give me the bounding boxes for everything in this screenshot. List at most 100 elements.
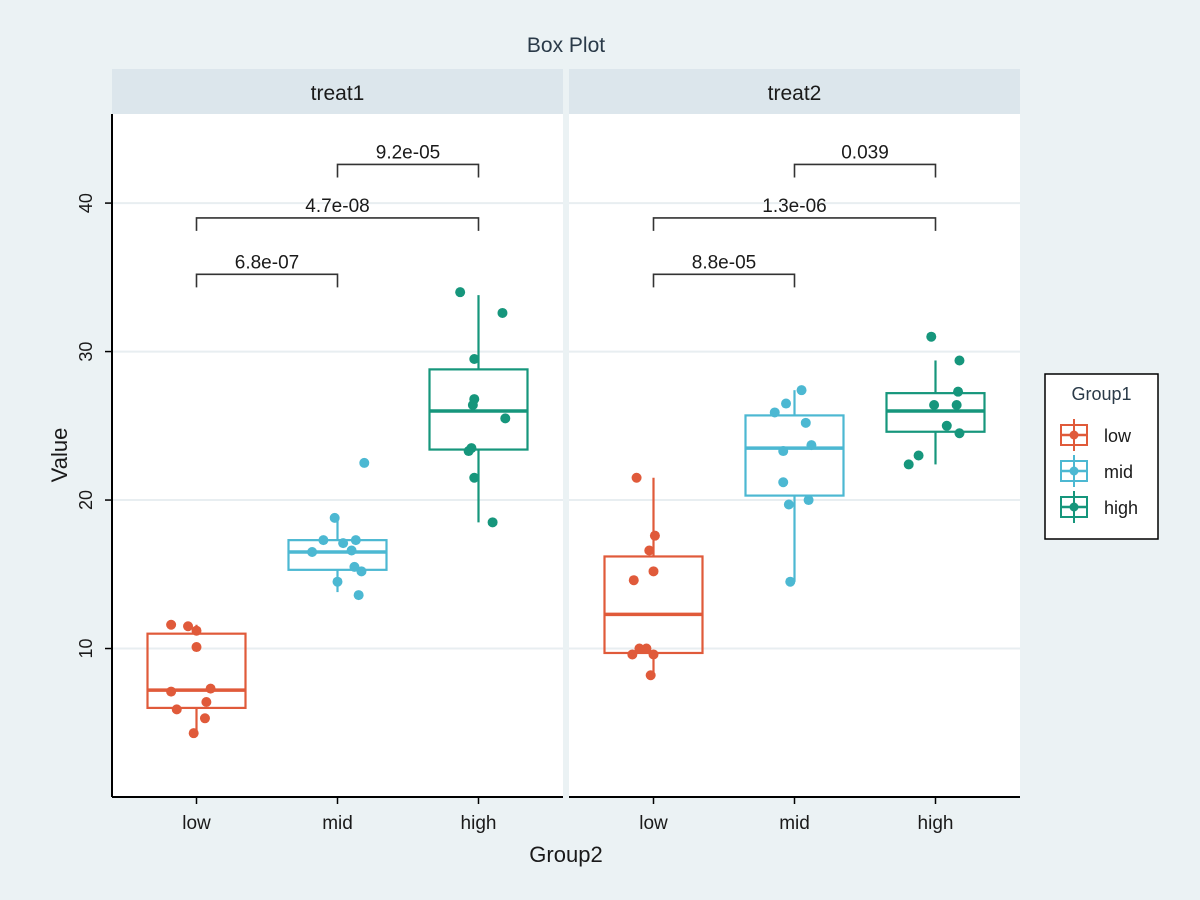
data-point <box>903 459 914 470</box>
box-low <box>603 472 704 681</box>
facet-strip <box>569 69 1020 114</box>
data-point <box>954 355 965 366</box>
data-point <box>641 643 652 654</box>
box-low <box>146 619 247 739</box>
x-tick-label: high <box>461 813 497 834</box>
x-tick-label: mid <box>779 813 810 834</box>
facet-strip-label: treat1 <box>311 82 365 105</box>
box-mid <box>287 457 388 601</box>
data-point <box>199 713 210 724</box>
legend-label: high <box>1104 498 1138 518</box>
data-point <box>201 696 212 707</box>
data-point <box>941 420 952 431</box>
p-value-label: 8.8e-05 <box>692 252 756 273</box>
p-value-label: 9.2e-05 <box>376 142 440 163</box>
box-high <box>428 287 529 528</box>
bracket-line <box>652 273 796 288</box>
legend-label: low <box>1104 426 1132 446</box>
data-point <box>171 704 182 715</box>
box-high <box>885 331 986 470</box>
data-point <box>628 575 639 586</box>
x-tick-label: mid <box>322 813 353 834</box>
data-point <box>455 287 466 298</box>
x-axis-label: Group2 <box>529 842 602 867</box>
box-iqr <box>287 539 388 571</box>
p-value-label: 6.8e-07 <box>235 252 299 273</box>
data-point <box>783 499 794 510</box>
y-tick-label: 30 <box>76 342 96 362</box>
data-point <box>356 566 367 577</box>
panel-treat2: treat2 low mid high 8.8e-05 1.3e-06 0.039 <box>569 69 1020 834</box>
legend-key-point <box>1069 502 1079 512</box>
data-point <box>469 353 480 364</box>
data-point <box>205 683 216 694</box>
data-point <box>778 446 789 457</box>
bracket-line <box>195 273 339 288</box>
data-point <box>469 472 480 483</box>
data-point <box>648 649 659 660</box>
panel-treat1: treat1 10 20 30 40 low mid high 6.8e-07 4.7e-08 9.… <box>76 69 563 834</box>
significance-bracket: 8.8e-05 <box>652 252 796 288</box>
data-point <box>778 477 789 488</box>
data-point <box>645 670 656 681</box>
panel-background <box>569 114 1020 797</box>
legend-title: Group1 <box>1071 384 1131 404</box>
legend-entry-low: low <box>1060 419 1132 451</box>
x-tick-label: low <box>182 813 211 834</box>
significance-bracket: 0.039 <box>793 142 937 178</box>
p-value-label: 1.3e-06 <box>762 196 826 217</box>
data-point <box>913 450 924 461</box>
data-point <box>350 535 361 546</box>
data-point <box>332 576 343 587</box>
data-point <box>796 385 807 396</box>
legend-entry-mid: mid <box>1060 455 1133 487</box>
legend-key-point <box>1069 430 1079 440</box>
data-point <box>785 576 796 587</box>
y-axis-label: Value <box>47 428 72 483</box>
chart-title: Box Plot <box>527 34 605 57</box>
data-point <box>307 547 318 558</box>
data-point <box>627 649 638 660</box>
data-point <box>497 307 508 318</box>
data-point <box>644 545 655 556</box>
bracket-line <box>793 163 937 178</box>
data-point <box>191 642 202 653</box>
panel-background <box>112 114 563 797</box>
facet-strip-label: treat2 <box>768 82 822 105</box>
data-point <box>649 530 660 541</box>
data-point <box>803 495 814 506</box>
data-point <box>487 517 498 528</box>
data-point <box>953 386 964 397</box>
data-point <box>634 643 645 654</box>
bracket-line <box>652 217 937 231</box>
facet-strip <box>112 69 563 114</box>
data-point <box>338 538 349 549</box>
data-point <box>951 400 962 411</box>
data-point <box>769 407 780 418</box>
legend-entry-high: high <box>1060 491 1138 523</box>
data-point <box>467 400 478 411</box>
y-tick-label: 20 <box>76 490 96 510</box>
data-point <box>166 686 177 697</box>
data-point <box>781 398 792 409</box>
bracket-line <box>195 217 480 231</box>
data-point <box>318 535 329 546</box>
data-point <box>463 446 474 457</box>
data-point <box>359 457 370 468</box>
significance-bracket: 6.8e-07 <box>195 252 339 288</box>
box-mid <box>744 385 845 587</box>
y-tick-label: 10 <box>76 639 96 659</box>
significance-bracket: 9.2e-05 <box>336 142 480 178</box>
data-point <box>631 472 642 483</box>
data-point <box>806 440 817 451</box>
data-point <box>188 728 199 739</box>
data-point <box>648 566 659 577</box>
data-point <box>954 428 965 439</box>
data-point <box>929 400 940 411</box>
facet-panels: treat1 10 20 30 40 low mid high 6.8e-07 4.7e-08 9.… <box>76 69 1020 834</box>
data-point <box>926 331 937 342</box>
data-point <box>346 545 357 556</box>
box-iqr <box>744 414 845 497</box>
data-point <box>166 619 177 630</box>
